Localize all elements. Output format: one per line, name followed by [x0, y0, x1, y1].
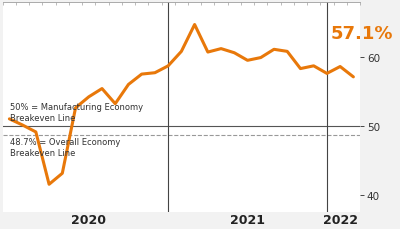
- Text: 57.1%: 57.1%: [331, 25, 393, 43]
- Text: 50% = Manufacturing Economy
Breakeven Line: 50% = Manufacturing Economy Breakeven Li…: [10, 103, 143, 123]
- Text: 48.7% = Overall Economy
Breakeven Line: 48.7% = Overall Economy Breakeven Line: [10, 137, 120, 157]
